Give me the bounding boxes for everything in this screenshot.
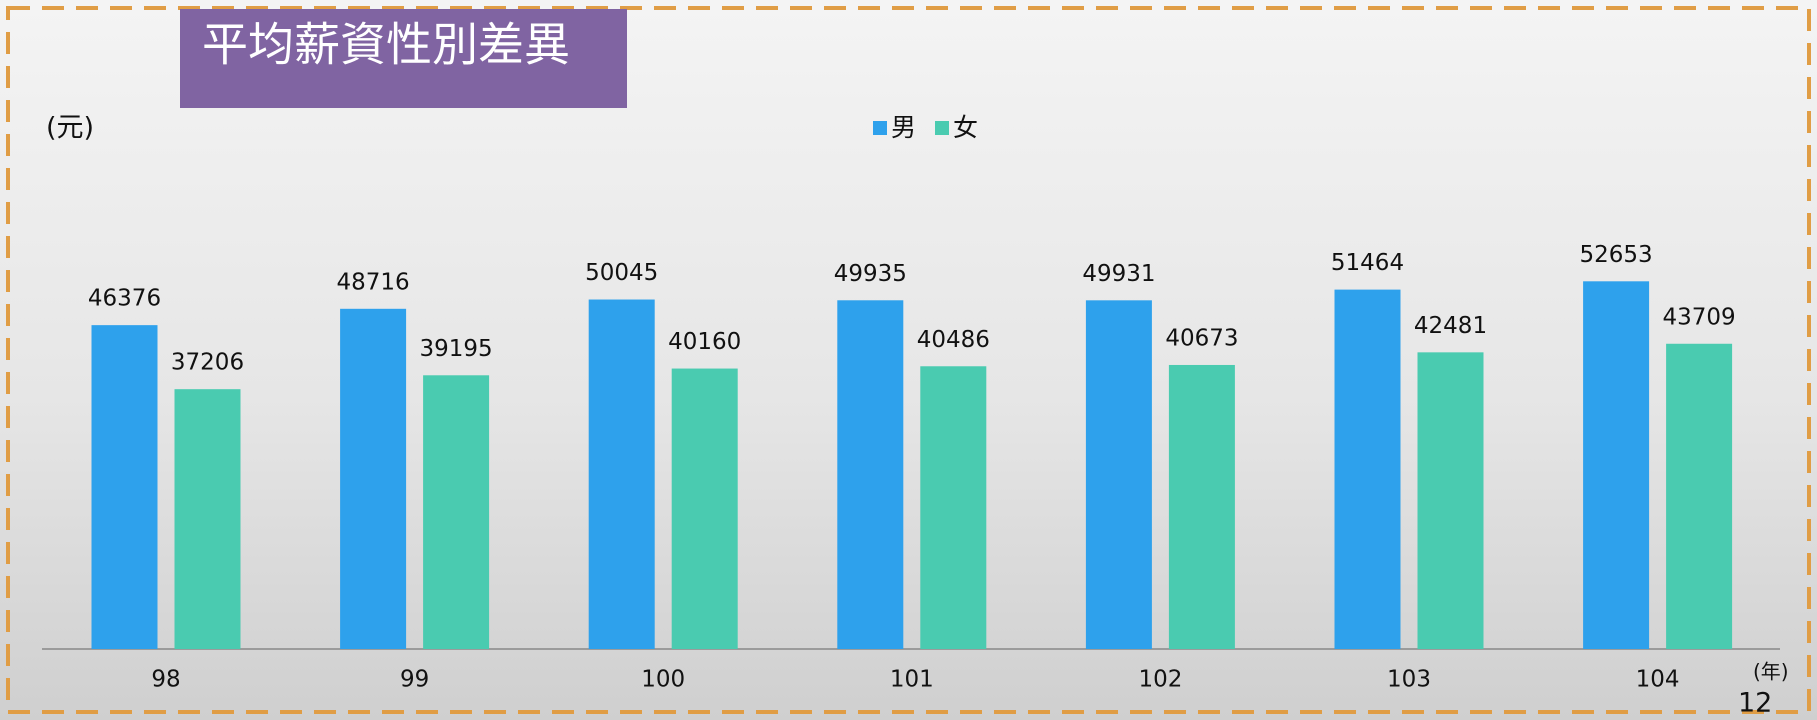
data-label: 50045 [585, 260, 658, 286]
data-label: 40673 [1165, 325, 1238, 351]
legend-label: 女 [953, 113, 978, 142]
slide-border [6, 6, 1811, 714]
x-tick-label: 103 [1387, 667, 1431, 693]
x-tick-label: 100 [641, 667, 685, 693]
data-label: 43709 [1663, 304, 1736, 330]
bar [174, 389, 241, 649]
y-axis-label: (元) [46, 113, 94, 144]
data-label: 37206 [171, 350, 244, 376]
bar [837, 300, 904, 649]
legend-swatch [873, 121, 887, 135]
bar [91, 325, 158, 649]
data-label: 49931 [1082, 261, 1155, 287]
legend-label: 男 [891, 113, 916, 142]
bar [1417, 352, 1484, 649]
data-label: 40486 [917, 327, 990, 353]
data-label: 46376 [88, 286, 161, 312]
x-tick-label: 102 [1138, 667, 1182, 693]
bar [1583, 281, 1650, 649]
data-label: 51464 [1331, 250, 1404, 276]
bar [920, 366, 987, 649]
bar [1334, 289, 1401, 649]
title-box [180, 9, 627, 108]
slide-title: 平均薪資性別差異 [202, 18, 570, 72]
data-label: 40160 [668, 329, 741, 355]
data-label: 49935 [834, 261, 907, 287]
bar [1168, 364, 1235, 649]
data-label: 39195 [420, 336, 493, 362]
bar [1085, 300, 1152, 649]
legend-swatch [935, 121, 949, 135]
bar [423, 375, 490, 649]
x-axis-label: (年) [1753, 660, 1789, 684]
bar [1666, 343, 1733, 649]
x-tick-label: 98 [151, 667, 180, 693]
bar [588, 299, 655, 649]
x-tick-label: 99 [400, 667, 429, 693]
data-label: 48716 [337, 269, 410, 295]
x-tick-label: 101 [890, 667, 934, 693]
bar [671, 368, 738, 649]
data-label: 42481 [1414, 313, 1487, 339]
data-label: 52653 [1580, 242, 1653, 268]
bar [340, 308, 407, 649]
x-tick-label: 104 [1636, 667, 1680, 693]
page-number: 12 [1738, 688, 1772, 719]
